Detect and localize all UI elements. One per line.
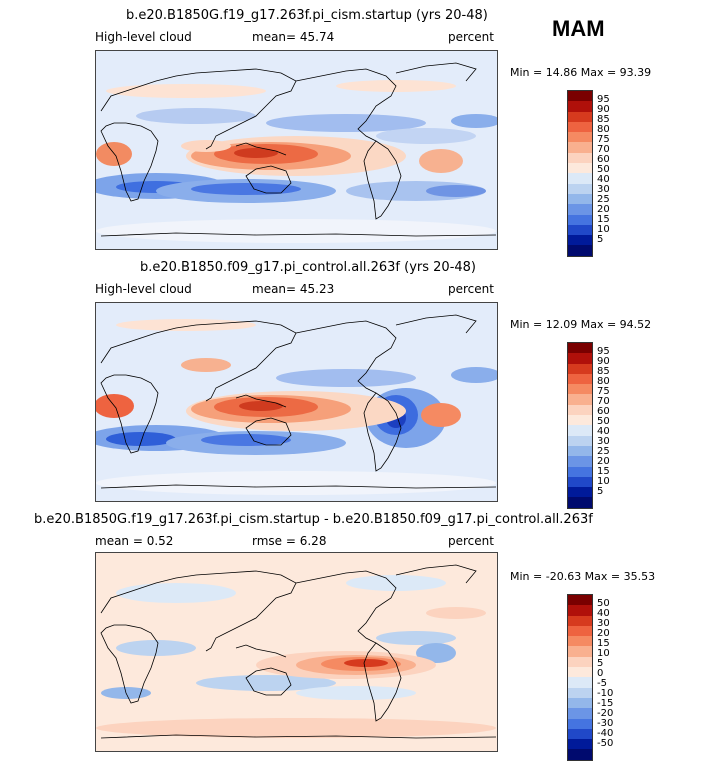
panel2-tick: 15 [597,466,610,477]
panel2-map [95,302,498,502]
panel2-tick: 95 [597,346,610,357]
panel1-tick: 10 [597,224,610,235]
panel2-variable-label: High-level cloud [95,282,192,296]
panel2-title: b.e20.B1850.f09_g17.pi_control.all.263f … [140,260,477,275]
panel3-tick: 50 [597,598,610,609]
panel1-min-max: Min = 14.86 Max = 93.39 [510,66,652,79]
panel1-tick: 20 [597,204,610,215]
panel3-tick: -5 [597,678,607,689]
panel1-title: b.e20.B1850G.f19_g17.263f.pi_cism.startu… [126,8,488,23]
panel3-tick: 20 [597,628,610,639]
panel3-tick: -50 [597,738,614,749]
panel1-tick: 75 [597,134,610,145]
panel3-tick: 5 [597,658,604,669]
panel2-tick: 70 [597,396,610,407]
panel3-units-label: percent [448,534,494,548]
panel1-tick: 30 [597,184,610,195]
panel2-mean-label: mean= 45.23 [252,282,335,296]
panel3-mean-label: mean = 0.52 [95,534,174,548]
panel2-tick: 50 [597,416,610,427]
panel1-tick: 5 [597,234,604,245]
panel2-min-max: Min = 12.09 Max = 94.52 [510,318,652,331]
panel3-tick: -40 [597,728,614,739]
panel1-tick: 80 [597,124,610,135]
panel1-tick: 70 [597,144,610,155]
panel2-tick: 80 [597,376,610,387]
panel2-map-svg [96,303,497,501]
panel3-tick: 30 [597,618,610,629]
panel2-tick: 20 [597,456,610,467]
panel3-tick: -30 [597,718,614,729]
panel3-title: b.e20.B1850G.f19_g17.263f.pi_cism.startu… [34,512,593,527]
panel2-tick: 90 [597,356,610,367]
panel2-tick: 60 [597,406,610,417]
panel3-min-max: Min = -20.63 Max = 35.53 [510,570,656,583]
panel3-map [95,552,498,752]
panel1-tick: 50 [597,164,610,175]
panel1-colorbar [567,90,593,257]
panel3-tick: 40 [597,608,610,619]
panel3-tick: -10 [597,688,614,699]
panel2-tick: 30 [597,436,610,447]
panel1-mean-label: mean= 45.74 [252,30,335,44]
panel3-tick: -20 [597,708,614,719]
panel2-units-label: percent [448,282,494,296]
panel1-tick: 25 [597,194,610,205]
panel1-units-label: percent [448,30,494,44]
panel2-tick: 40 [597,426,610,437]
panel1-variable-label: High-level cloud [95,30,192,44]
panel2-tick: 75 [597,386,610,397]
season-label: MAM [552,16,605,41]
panel3-tick: -15 [597,698,614,709]
panel2-tick: 25 [597,446,610,457]
panel3-colorbar [567,594,593,761]
panel2-tick: 85 [597,366,610,377]
panel3-tick: 0 [597,668,604,679]
panel3-rmse-label: rmse = 6.28 [252,534,327,548]
panel1-tick: 60 [597,154,610,165]
panel3-tick: 10 [597,648,610,659]
panel1-map [95,50,498,250]
panel1-tick: 95 [597,94,610,105]
panel3-map-svg [96,553,497,751]
panel2-tick: 5 [597,486,604,497]
panel1-tick: 40 [597,174,610,185]
panel2-tick: 10 [597,476,610,487]
panel2-colorbar [567,342,593,509]
panel1-tick: 90 [597,104,610,115]
panel3-tick: 15 [597,638,610,649]
panel1-map-svg [96,51,497,249]
panel1-tick: 15 [597,214,610,225]
panel1-tick: 85 [597,114,610,125]
